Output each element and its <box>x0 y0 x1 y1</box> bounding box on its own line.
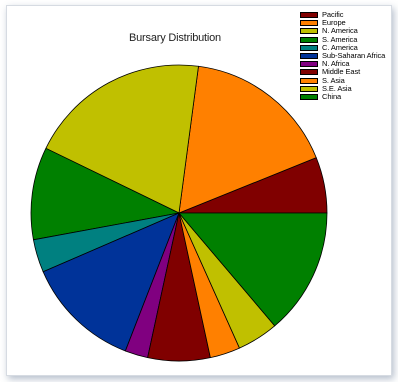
legend-item: Sub-Saharan Africa <box>300 52 385 60</box>
legend-item: C. America <box>300 42 385 52</box>
legend-item: S. Asia <box>300 75 385 85</box>
legend-item: S.E. Asia <box>300 83 385 93</box>
pie-slice-s-america <box>30 147 180 241</box>
legend-item: N. Africa <box>300 60 385 68</box>
legend-swatch <box>300 77 318 84</box>
legend-item: Middle East <box>300 68 385 76</box>
legend-item: Europe <box>300 19 385 27</box>
legend-label: China <box>322 91 342 101</box>
legend-swatch <box>300 93 318 100</box>
legend-swatch <box>300 20 318 27</box>
chart-legend: Pacific Europe N. America S. America C. Amer… <box>300 11 385 101</box>
legend-swatch <box>300 69 318 76</box>
legend-item: China <box>300 91 385 101</box>
legend-swatch <box>300 44 318 51</box>
legend-item: N. America <box>300 27 385 35</box>
legend-label: N. Africa <box>322 59 350 69</box>
legend-label: Middle East <box>322 67 361 77</box>
chart-title: Bursary Distribution <box>129 32 221 44</box>
pie-slice-europe <box>178 65 317 214</box>
legend-swatch <box>300 85 318 92</box>
legend-swatch <box>300 28 318 35</box>
legend-label: S. America <box>322 34 358 44</box>
legend-label: S.E. Asia <box>322 83 352 93</box>
pie-slice-n-america <box>45 64 199 214</box>
legend-label: Sub-Saharan Africa <box>322 51 386 61</box>
legend-swatch <box>300 61 318 68</box>
pie-slice-sub-saharan-africa <box>42 212 180 352</box>
legend-item: Pacific <box>300 11 385 19</box>
legend-label: N. America <box>322 26 358 36</box>
legend-label: C. America <box>322 42 358 52</box>
legend-label: S. Asia <box>322 75 345 85</box>
pie-slice-china <box>178 212 328 327</box>
legend-label: Europe <box>322 18 346 28</box>
legend-label: Pacific <box>322 10 344 20</box>
legend-swatch <box>300 53 318 60</box>
legend-swatch <box>300 36 318 43</box>
legend-item: S. America <box>300 34 385 44</box>
legend-swatch <box>300 12 318 19</box>
